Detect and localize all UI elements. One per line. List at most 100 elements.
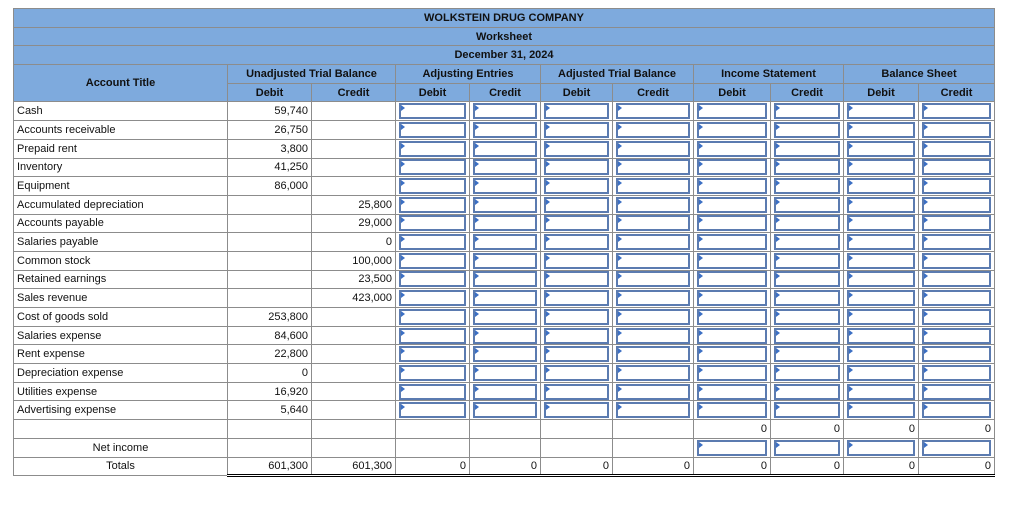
is-credit-input[interactable] <box>774 290 840 307</box>
is-debit-input[interactable] <box>697 308 767 325</box>
atb-credit-input[interactable] <box>616 103 690 120</box>
atb-credit-input[interactable] <box>616 364 690 381</box>
ae-credit-input[interactable] <box>473 308 537 325</box>
is-debit-input[interactable] <box>697 159 767 176</box>
ae-debit-input[interactable] <box>399 103 466 120</box>
is-debit-input[interactable] <box>697 234 767 251</box>
ae-credit-input[interactable] <box>473 196 537 213</box>
atb-credit-input[interactable] <box>616 252 690 269</box>
is-credit-input[interactable] <box>774 140 840 157</box>
atb-debit-input[interactable] <box>544 103 609 120</box>
bs-debit-input[interactable] <box>847 346 915 363</box>
is-credit-input[interactable] <box>774 271 840 288</box>
ae-debit-input[interactable] <box>399 402 466 419</box>
atb-debit-input[interactable] <box>544 383 609 400</box>
bs-credit-input[interactable] <box>922 234 992 251</box>
bs-credit-input[interactable] <box>922 103 992 120</box>
ae-debit-input[interactable] <box>399 215 466 232</box>
is-credit-input[interactable] <box>774 308 840 325</box>
atb-credit-input[interactable] <box>616 290 690 307</box>
is-credit-input[interactable] <box>774 346 840 363</box>
atb-debit-input[interactable] <box>544 178 609 195</box>
is-debit-input[interactable] <box>697 327 767 344</box>
bs-credit-input[interactable] <box>922 178 992 195</box>
is-debit-input[interactable] <box>697 346 767 363</box>
atb-credit-input[interactable] <box>616 196 690 213</box>
is-credit-input[interactable] <box>774 103 840 120</box>
ae-credit-input[interactable] <box>473 234 537 251</box>
atb-credit-input[interactable] <box>616 271 690 288</box>
is-debit-input[interactable] <box>697 196 767 213</box>
net-income-is-debit-input[interactable] <box>697 439 767 456</box>
atb-credit-input[interactable] <box>616 178 690 195</box>
atb-debit-input[interactable] <box>544 252 609 269</box>
is-credit-input[interactable] <box>774 383 840 400</box>
ae-debit-input[interactable] <box>399 140 466 157</box>
net-income-bs-debit-input[interactable] <box>847 439 915 456</box>
atb-debit-input[interactable] <box>544 271 609 288</box>
atb-debit-input[interactable] <box>544 290 609 307</box>
atb-debit-input[interactable] <box>544 308 609 325</box>
ae-credit-input[interactable] <box>473 383 537 400</box>
bs-debit-input[interactable] <box>847 290 915 307</box>
bs-credit-input[interactable] <box>922 121 992 138</box>
ae-credit-input[interactable] <box>473 364 537 381</box>
bs-debit-input[interactable] <box>847 308 915 325</box>
atb-credit-input[interactable] <box>616 383 690 400</box>
ae-debit-input[interactable] <box>399 308 466 325</box>
is-credit-input[interactable] <box>774 121 840 138</box>
ae-credit-input[interactable] <box>473 178 537 195</box>
atb-debit-input[interactable] <box>544 121 609 138</box>
is-credit-input[interactable] <box>774 215 840 232</box>
bs-debit-input[interactable] <box>847 196 915 213</box>
is-credit-input[interactable] <box>774 234 840 251</box>
bs-credit-input[interactable] <box>922 402 992 419</box>
is-credit-input[interactable] <box>774 178 840 195</box>
bs-debit-input[interactable] <box>847 364 915 381</box>
atb-credit-input[interactable] <box>616 159 690 176</box>
is-credit-input[interactable] <box>774 159 840 176</box>
ae-credit-input[interactable] <box>473 327 537 344</box>
net-income-bs-credit-input[interactable] <box>922 439 992 456</box>
ae-debit-input[interactable] <box>399 327 466 344</box>
is-credit-input[interactable] <box>774 364 840 381</box>
bs-debit-input[interactable] <box>847 271 915 288</box>
bs-debit-input[interactable] <box>847 252 915 269</box>
ae-debit-input[interactable] <box>399 252 466 269</box>
atb-credit-input[interactable] <box>616 402 690 419</box>
atb-credit-input[interactable] <box>616 121 690 138</box>
ae-credit-input[interactable] <box>473 271 537 288</box>
atb-debit-input[interactable] <box>544 346 609 363</box>
bs-debit-input[interactable] <box>847 383 915 400</box>
bs-debit-input[interactable] <box>847 159 915 176</box>
bs-debit-input[interactable] <box>847 234 915 251</box>
atb-debit-input[interactable] <box>544 327 609 344</box>
atb-debit-input[interactable] <box>544 364 609 381</box>
atb-credit-input[interactable] <box>616 346 690 363</box>
bs-credit-input[interactable] <box>922 290 992 307</box>
bs-credit-input[interactable] <box>922 252 992 269</box>
bs-credit-input[interactable] <box>922 383 992 400</box>
bs-credit-input[interactable] <box>922 215 992 232</box>
atb-debit-input[interactable] <box>544 215 609 232</box>
ae-credit-input[interactable] <box>473 402 537 419</box>
is-credit-input[interactable] <box>774 252 840 269</box>
ae-debit-input[interactable] <box>399 290 466 307</box>
is-debit-input[interactable] <box>697 140 767 157</box>
is-debit-input[interactable] <box>697 402 767 419</box>
bs-credit-input[interactable] <box>922 364 992 381</box>
ae-credit-input[interactable] <box>473 159 537 176</box>
ae-debit-input[interactable] <box>399 234 466 251</box>
is-debit-input[interactable] <box>697 103 767 120</box>
is-credit-input[interactable] <box>774 196 840 213</box>
bs-credit-input[interactable] <box>922 159 992 176</box>
bs-credit-input[interactable] <box>922 271 992 288</box>
is-debit-input[interactable] <box>697 121 767 138</box>
atb-debit-input[interactable] <box>544 196 609 213</box>
atb-debit-input[interactable] <box>544 402 609 419</box>
is-debit-input[interactable] <box>697 364 767 381</box>
is-credit-input[interactable] <box>774 327 840 344</box>
is-debit-input[interactable] <box>697 252 767 269</box>
ae-credit-input[interactable] <box>473 252 537 269</box>
is-debit-input[interactable] <box>697 178 767 195</box>
